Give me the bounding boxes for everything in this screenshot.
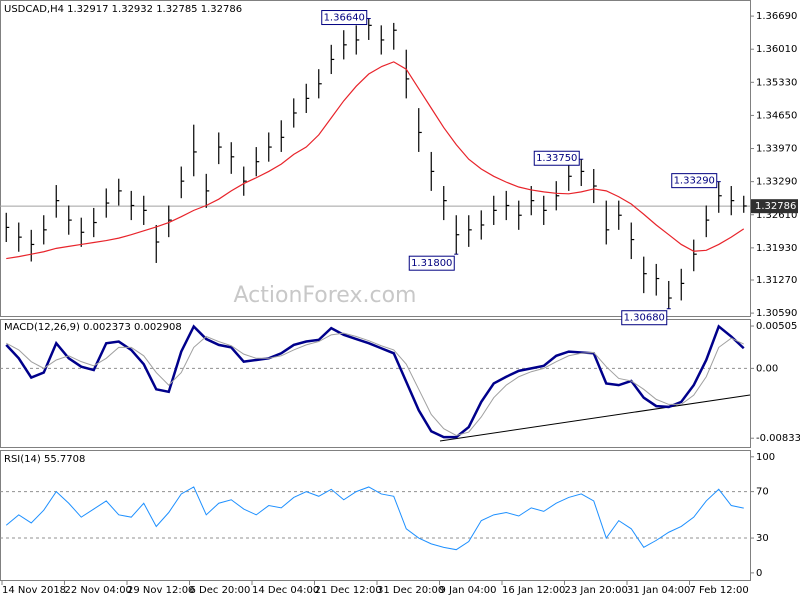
x-tick-label: 23 Jan 20:00 (565, 585, 628, 596)
watermark: ActionForex.com (234, 283, 417, 308)
y-tick-label: -0.008332 (756, 433, 800, 444)
x-tick-label: 9 Jan 04:00 (440, 585, 497, 596)
annotation-label: 1.33750 (536, 153, 577, 164)
annotation-label: 1.30680 (624, 313, 665, 324)
trend-line (439, 394, 751, 442)
x-tick-label: 6 Dec 20:00 (190, 585, 251, 596)
x-tick-label: 29 Nov 12:00 (127, 585, 194, 596)
y-tick-label: 1.34650 (756, 110, 797, 121)
indicator-line (6, 332, 744, 436)
y-tick-label: 1.33290 (756, 177, 797, 188)
macd-title: MACD(12,26,9) 0.002373 0.002908 (4, 322, 182, 333)
indicator-line (5, 324, 745, 439)
annotation-box (671, 173, 718, 189)
y-tick-label: 0.00505 (756, 321, 797, 332)
annotation-box (408, 255, 455, 271)
annotation-box (321, 10, 368, 26)
x-tick-label: 7 Feb 12:00 (690, 585, 749, 596)
x-tick-label: 31 Jan 04:00 (627, 585, 690, 596)
x-tick-label: 14 Nov 2018 (2, 585, 66, 596)
x-tick-label: 22 Nov 04:00 (65, 585, 132, 596)
y-tick-label: 1.30590 (756, 308, 797, 319)
annotation-box (621, 310, 668, 326)
x-tick-label: 14 Dec 04:00 (252, 585, 319, 596)
y-tick-label: 1.36010 (756, 44, 797, 55)
y-tick-label: 30 (756, 533, 769, 544)
x-tick-label: 31 Dec 20:00 (377, 585, 444, 596)
y-tick-label: 0 (756, 568, 762, 579)
macd-panel (0, 319, 751, 448)
y-tick-label: 1.31270 (756, 275, 797, 286)
y-tick-label: 100 (756, 452, 775, 463)
annotation-label: 1.36640 (324, 13, 365, 24)
price-title: USDCAD,H4 1.32917 1.32932 1.32785 1.3278… (4, 4, 242, 15)
last-price-label: 1.32786 (755, 201, 796, 212)
annotation-label: 1.31800 (411, 258, 452, 269)
x-tick-label: 16 Jan 12:00 (502, 585, 565, 596)
annotation-box (533, 150, 580, 166)
y-tick-label: 1.33970 (756, 144, 797, 155)
y-tick-label: 1.35330 (756, 77, 797, 88)
y-tick-label: 1.36690 (756, 11, 797, 22)
y-tick-label: 70 (756, 487, 769, 498)
last-price-box (751, 199, 798, 214)
rsi-title: RSI(14) 55.7708 (4, 454, 85, 465)
y-tick-label: 1.32610 (756, 210, 797, 221)
moving-average (6, 61, 745, 260)
indicator-line (5, 486, 744, 551)
annotation-label: 1.33290 (674, 176, 715, 187)
x-tick-label: 21 Dec 12:00 (315, 585, 382, 596)
rsi-panel (0, 450, 751, 581)
price-panel (0, 0, 751, 317)
y-tick-label: 1.31930 (756, 243, 797, 254)
y-tick-label: 0.00 (756, 363, 778, 374)
